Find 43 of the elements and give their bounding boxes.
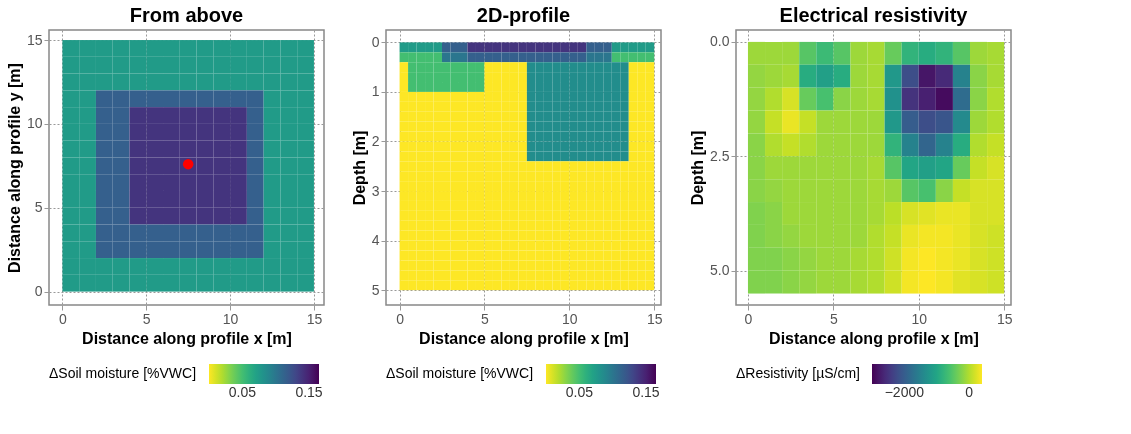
x-axis-title: Distance along profile x [m] [769,329,979,347]
x-tick-label: 10 [222,310,239,327]
x-tick-label: 5 [142,310,151,327]
color-bar-label: 0.05 [228,384,257,400]
color-bar-label: 0 [965,384,974,400]
x-tick-label: 5 [829,310,838,327]
color-bar-label: 0.05 [565,384,594,400]
x-tick-label: 15 [996,310,1013,327]
y-tick-label: 5.0 [710,262,730,279]
y-tick-label: 3 [371,182,380,199]
color-bar-label: 0.15 [632,384,660,400]
y-tick-label: 5 [34,199,43,216]
y-tick-label: 10 [26,115,43,132]
y-tick-label: 0 [371,33,380,50]
x-tick-label: 10 [911,310,928,327]
y-tick-label: 0.0 [710,33,730,50]
chart-title: From above [129,4,244,26]
color-bar-label: 0.15 [295,384,323,400]
x-tick-label: 0 [744,310,753,327]
chart-title: Electrical resistivity [779,4,969,26]
x-tick-label: 10 [562,310,578,327]
x-tick-label: 0 [59,310,68,327]
x-tick-label: 15 [646,310,663,327]
y-tick-label: 2.5 [710,147,730,164]
y-tick-label: 5 [371,281,380,298]
y-axis-title: Distance along profile y [m] [5,63,23,273]
chart-title: 2D-profile [476,4,571,26]
y-tick-label: 4 [371,232,380,249]
y-tick-label: 0 [34,283,43,300]
color-bar-title: ΔSoil moisture [%VWC] [386,365,534,381]
x-axis-title: Distance along profile x [m] [419,329,629,347]
y-tick-label: 2 [371,132,380,149]
x-axis-title: Distance along profile x [m] [82,329,292,347]
y-axis-title: Depth [m] [689,130,707,206]
x-tick-label: 15 [306,310,323,327]
x-tick-label: 5 [481,310,490,327]
y-tick-label: 1 [371,83,380,100]
color-bar-title: ΔResistivity [µS/cm] [736,365,860,381]
color-bar-title: ΔSoil moisture [%VWC] [49,365,197,381]
y-axis-title: Depth [m] [350,130,368,206]
x-tick-label: 0 [396,310,405,327]
color-bar-label: −2000 [884,384,925,400]
y-tick-label: 15 [26,31,43,48]
